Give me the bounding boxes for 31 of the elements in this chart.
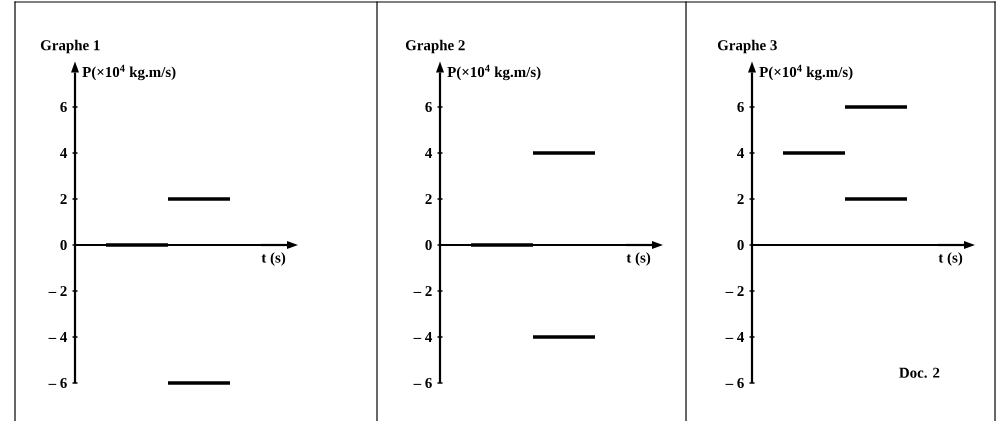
x-axis-title: t (s) [938, 252, 963, 266]
chart-title: Graphe 1 [40, 39, 100, 54]
y-tick-label: – 6 [48, 377, 67, 389]
y-tick-label: 6 [737, 101, 744, 113]
y-tick-label: – 6 [413, 377, 432, 389]
y-tick-label: 6 [60, 101, 67, 113]
y-axis-title: P(×10$^{4}$ kg.m/s) [759, 64, 853, 81]
y-tick-label: 0 [737, 239, 744, 251]
y-tick-label: – 4 [725, 332, 745, 342]
y-tick-label: – 2 [48, 286, 67, 296]
y-tick-label: 4 [737, 148, 745, 158]
x-axis-title: t (s) [626, 252, 651, 266]
x-axis-title: t (s) [261, 252, 286, 266]
y-tick-label: 0 [60, 239, 67, 251]
y-tick-label: – 4 [48, 332, 68, 342]
y-tick-label: 6 [425, 101, 432, 113]
y-tick-label: 4 [425, 148, 433, 158]
y-tick-label: 2 [425, 194, 432, 204]
y-tick-label: 2 [737, 194, 744, 204]
y-tick-label: 4 [60, 148, 68, 158]
y-tick-label: – 4 [413, 332, 433, 342]
y-axis-title: P(×10$^{4}$ kg.m/s) [447, 64, 541, 81]
y-tick-label: 0 [425, 239, 432, 251]
y-tick-label: – 2 [725, 286, 744, 296]
y-tick-label: 2 [60, 194, 67, 204]
annotation: Doc. 2 [899, 367, 940, 378]
y-tick-label: – 2 [413, 286, 432, 296]
chart-title: Graphe 2 [405, 39, 465, 54]
y-tick-label: – 6 [725, 377, 744, 389]
y-axis-title: P(×10$^{4}$ kg.m/s) [82, 64, 176, 81]
chart-title: Graphe 3 [717, 39, 777, 54]
